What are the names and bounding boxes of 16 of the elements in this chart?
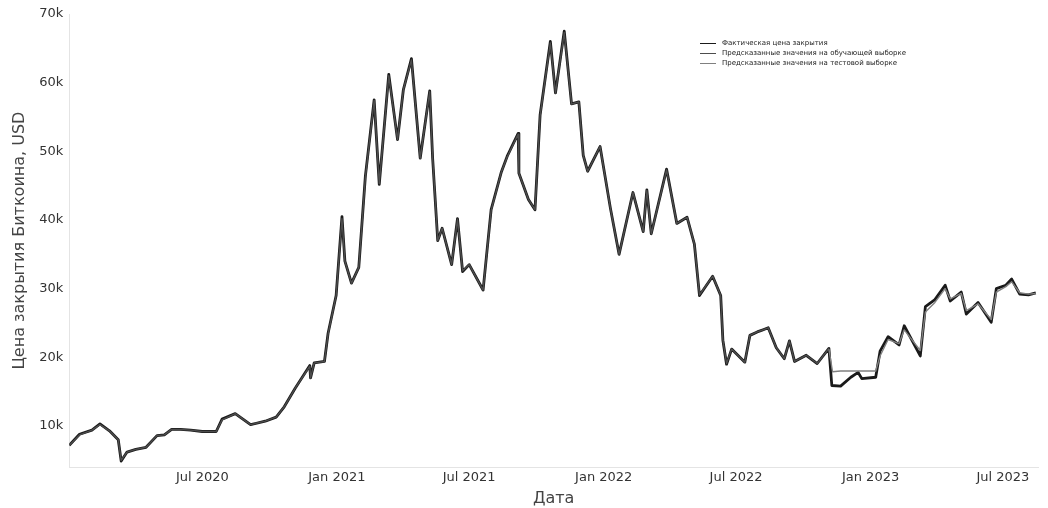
y-tick-label: 40k [39,211,64,227]
y-tick-label: 70k [39,5,64,21]
y-axis-title: Цена закрытия Биткоина, USD [8,111,28,370]
y-tick-label: 30k [39,280,64,296]
x-axis-title: Дата [532,487,575,507]
y-tick-label: 50k [39,142,64,158]
y-tick-label: 20k [39,348,64,364]
x-tick-label: Jan 2023 [840,469,900,485]
x-tick-label: Jan 2022 [574,469,633,485]
x-tick-label: Jul 2021 [441,469,496,485]
y-tick-label: 60k [39,74,64,90]
y-tick-label: 10k [39,417,64,433]
x-tick-label: Jan 2021 [307,469,366,485]
x-tick-label: Jul 2023 [975,469,1030,485]
x-tick-label: Jul 2022 [708,469,763,485]
x-tick-label: Jul 2020 [174,469,229,485]
